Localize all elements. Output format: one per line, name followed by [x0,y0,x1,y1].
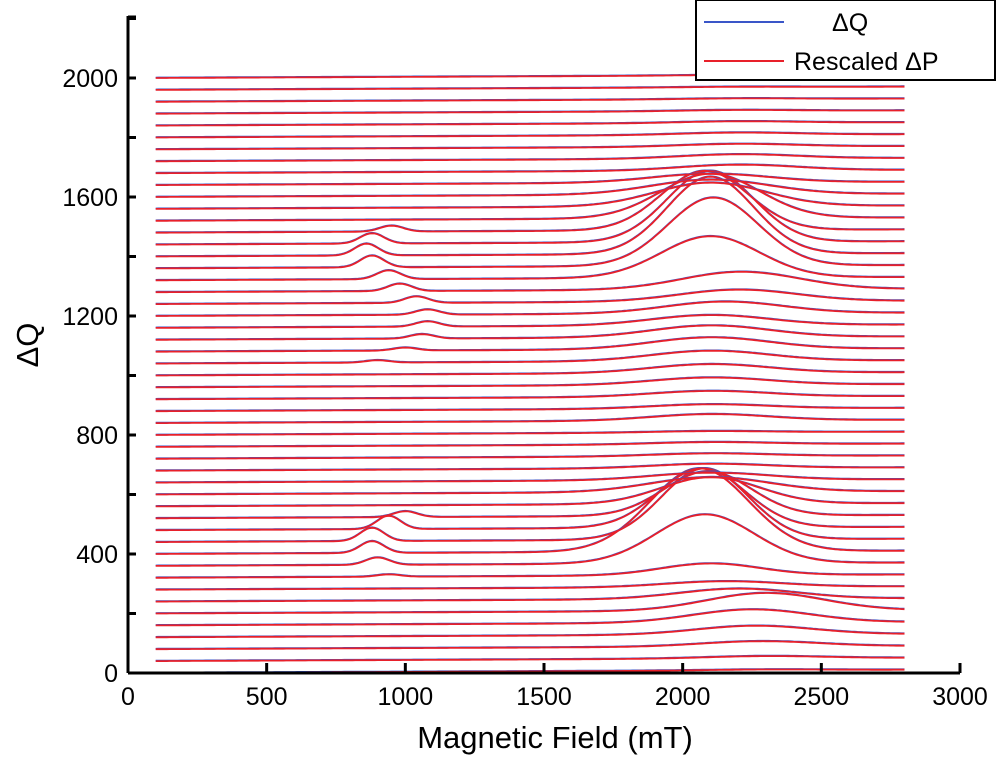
y-axis-title: ΔQ [10,323,45,368]
trace-rescaled-dp-4 [155,608,905,627]
trace-rescaled-dp-39 [155,181,905,210]
trace-rescaled-dp-32 [155,270,905,294]
trace-rescaled-dp-2 [155,640,905,651]
trace-rescaled-dp-28 [155,324,905,341]
trace-rescaled-dp-38 [155,172,905,222]
x-tick-label-2000: 2000 [655,683,711,711]
trace-rescaled-dp-8 [155,562,905,579]
trace-rescaled-dp-46 [155,120,905,127]
y-tick-label-400: 400 [76,541,118,569]
trace-rescaled-dp-27 [155,336,905,353]
trace-rescaled-dp-20 [155,430,905,436]
trace-rescaled-dp-47 [155,109,905,115]
trace-rescaled-dp-1 [155,655,905,662]
trace-rescaled-dp-48 [155,97,905,103]
trace-rescaled-dp-29 [155,314,905,329]
y-tick-label-1200: 1200 [62,303,118,331]
trace-dq-32 [155,270,905,293]
trace-rescaled-dp-26 [155,349,905,365]
trace-rescaled-dp-37 [155,169,905,234]
trace-rescaled-dp-15 [155,476,905,496]
trace-rescaled-dp-43 [155,153,905,163]
y-tick-label-800: 800 [76,422,118,450]
legend: ΔQ Rescaled ΔP [695,0,996,81]
trace-rescaled-dp-49 [155,85,905,91]
axes-group: 0 400 800 1200 1600 2000 0 500 1000 1500 2000 2500 3… [62,15,988,711]
x-tick-label-3000: 3000 [932,683,988,711]
x-tick-label-2500: 2500 [794,683,850,711]
trace-rescaled-dp-16 [155,471,905,484]
trace-rescaled-dp-14 [155,476,905,508]
trace-rescaled-dp-30 [155,300,905,317]
trace-dq-5 [155,591,905,614]
x-tick-label-1500: 1500 [516,683,572,711]
trace-rescaled-dp-42 [155,163,905,175]
trace-rescaled-dp-24 [155,376,905,389]
trace-rescaled-dp-9 [155,513,905,567]
trace-rescaled-dp-41 [155,172,905,187]
y-tick-label-1600: 1600 [62,184,118,212]
legend-box [695,0,996,81]
x-tick-label-1000: 1000 [378,683,434,711]
legend-label-rescaled-dp: Rescaled ΔP [794,48,939,76]
trace-rescaled-dp-11 [155,467,905,543]
trace-rescaled-dp-40 [155,178,905,198]
trace-rescaled-dp-25 [155,363,905,377]
trace-rescaled-dp-23 [155,390,905,401]
trace-rescaled-dp-33 [155,235,905,282]
trace-rescaled-dp-18 [155,452,905,460]
trace-rescaled-dp-35 [155,175,905,258]
trace-rescaled-dp-31 [155,288,905,306]
x-tick-label-0: 0 [121,683,135,711]
trace-rescaled-dp-44 [155,142,905,151]
trace-rescaled-dp-21 [155,413,905,425]
trace-rescaled-dp-36 [155,169,905,246]
trace-rescaled-dp-12 [155,467,905,532]
trace-rescaled-dp-19 [155,441,905,448]
trace-rescaled-dp-34 [155,196,905,270]
trace-rescaled-dp-17 [155,462,905,472]
trace-rescaled-dp-10 [155,467,905,555]
trace-rescaled-dp-45 [155,131,905,139]
trace-rescaled-dp-22 [155,403,905,413]
y-tick-label-2000: 2000 [62,65,118,93]
y-tick-label-0: 0 [104,660,118,688]
trace-rescaled-dp-3 [155,624,905,639]
trace-group [155,73,905,674]
trace-rescaled-dp-5 [155,592,905,615]
trace-rescaled-dp-6 [155,587,905,603]
trace-rescaled-dp-7 [155,580,905,591]
x-axis-title: Magnetic Field (mT) [417,720,693,755]
trace-rescaled-dp-13 [155,470,905,520]
x-tick-label-500: 500 [246,683,288,711]
legend-label-dq: ΔQ [832,9,868,37]
